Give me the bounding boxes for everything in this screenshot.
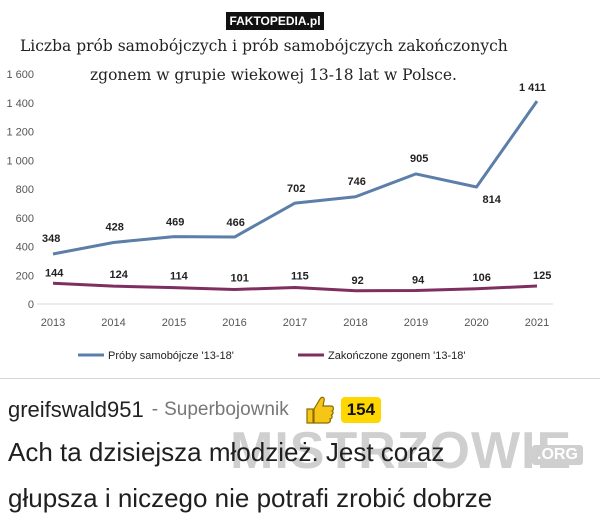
chart-title-line-1: Liczba prób samobójczych i prób samobójc… xyxy=(20,37,508,55)
y-tick-label: 1 200 xyxy=(6,127,34,139)
y-tick-label: 1 600 xyxy=(6,69,34,81)
x-tick-label: 2018 xyxy=(343,317,367,329)
x-axis-ticks: 2013 2014 2015 2016 2017 2018 2019 2020 2021 xyxy=(41,317,549,329)
separator xyxy=(0,378,600,379)
y-tick-label: 800 xyxy=(16,184,34,196)
data-label: 702 xyxy=(287,183,305,195)
data-label: 144 xyxy=(45,267,64,279)
user-rank: Superbojownik xyxy=(164,399,289,420)
data-label: 114 xyxy=(170,271,189,283)
thumbs-up-icon[interactable] xyxy=(303,393,337,427)
data-label: 124 xyxy=(110,269,129,281)
data-label: 466 xyxy=(227,217,245,229)
username-link[interactable]: greifswald951 xyxy=(8,397,144,422)
data-label: 101 xyxy=(231,272,249,284)
data-label: 428 xyxy=(106,221,124,233)
data-label: 814 xyxy=(483,194,502,206)
data-label: 94 xyxy=(412,274,425,286)
legend-label: Próby samobójcze '13-18' xyxy=(108,350,234,362)
data-labels: 348 428 469 466 702 746 905 814 1 411 144 124 114 10… xyxy=(42,82,551,287)
series-line-2 xyxy=(52,281,538,293)
x-tick-label: 2017 xyxy=(283,317,307,329)
data-label: 348 xyxy=(42,233,60,245)
data-label: 115 xyxy=(291,270,309,282)
data-label: 92 xyxy=(352,275,364,287)
rank-separator: - xyxy=(151,399,159,420)
faktopedia-watermark: FAKTOPEDIA.pl xyxy=(226,12,324,30)
chart-title-line-2: zgonem w grupie wiekowej 13-18 lat w Pol… xyxy=(90,66,457,84)
score-badge: 154 xyxy=(340,397,382,423)
comment-author-row: greifswald951 - Superbojownik 154 xyxy=(8,393,382,427)
legend: Próby samobójcze '13-18' Zakończone zgone… xyxy=(78,350,466,362)
series-lines xyxy=(52,100,539,293)
data-label: 905 xyxy=(410,153,428,165)
legend-label: Zakończone zgonem '13-18' xyxy=(328,350,466,362)
comment-text-line-1: Ach ta dzisiejsza młodzież. Jest coraz xyxy=(8,437,445,467)
x-tick-label: 2014 xyxy=(101,317,125,329)
x-tick-label: 2020 xyxy=(464,317,488,329)
mistrzowie-watermark: MISTRZOWIE xyxy=(230,422,573,480)
y-tick-label: 0 xyxy=(28,299,34,311)
x-tick-label: 2016 xyxy=(222,317,246,329)
y-tick-label: 600 xyxy=(16,213,34,225)
mistrzowie-watermark-suffix: .ORG xyxy=(532,445,583,465)
comment-panel: MISTRZOWIE .ORG greifswald951 - Superboj… xyxy=(0,379,600,521)
data-label: 106 xyxy=(473,272,491,284)
y-tick-label: 400 xyxy=(16,242,34,254)
y-tick-label: 1 400 xyxy=(6,98,34,110)
chart-panel: 0 200 400 600 800 1 000 1 200 1 400 1 600 2013 20… xyxy=(6,12,553,362)
x-tick-label: 2019 xyxy=(404,317,428,329)
y-axis-ticks: 0 200 400 600 800 1 000 1 200 1 400 1 600 xyxy=(6,69,34,311)
x-tick-label: 2015 xyxy=(162,317,186,329)
x-tick-label: 2021 xyxy=(525,317,549,329)
comment-text-line-2: głupsza i niczego nie potrafi zrobić dob… xyxy=(8,483,493,513)
x-tick-label: 2013 xyxy=(41,317,65,329)
data-label: 125 xyxy=(533,270,551,282)
data-label: 1 411 xyxy=(519,82,546,94)
series-line-1 xyxy=(52,100,539,256)
y-tick-label: 200 xyxy=(16,270,34,282)
data-label: 469 xyxy=(166,217,184,229)
y-tick-label: 1 000 xyxy=(6,155,34,167)
data-label: 746 xyxy=(348,176,366,188)
